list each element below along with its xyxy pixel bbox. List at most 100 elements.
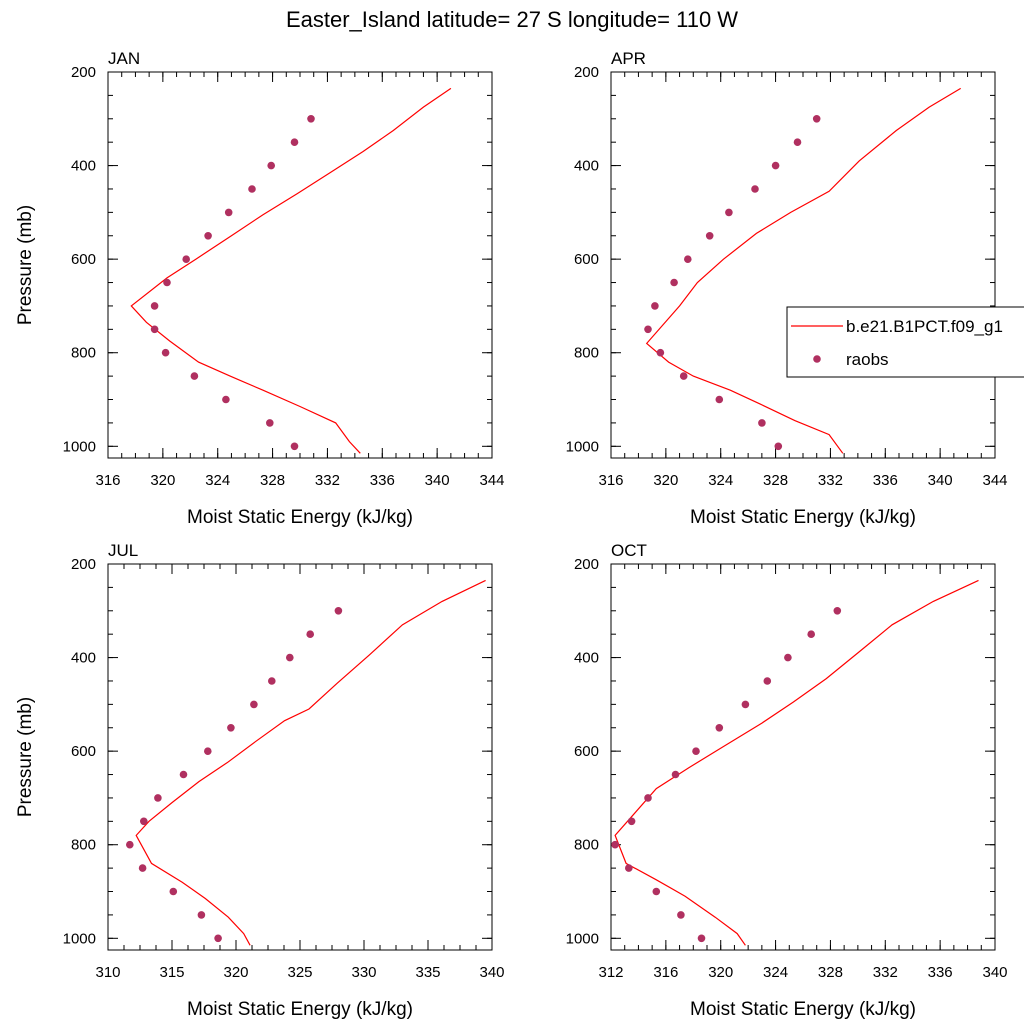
x-tick-label: 316 [95, 472, 120, 489]
raobs-point [679, 372, 688, 380]
x-tick-label: 324 [205, 472, 230, 489]
panel-title: APR [611, 49, 646, 68]
plot-frame [107, 71, 493, 459]
x-tick-label: 320 [708, 964, 733, 981]
x-tick-label: 324 [763, 964, 788, 981]
x-tick-label: 328 [763, 472, 788, 489]
legend: b.e21.B1PCT.f09_g1 raobs [786, 306, 1024, 378]
raobs-point [705, 232, 714, 240]
raobs-point [741, 700, 750, 709]
raobs-point [126, 840, 134, 849]
y-tick-label: 800 [574, 837, 599, 854]
raobs-point [644, 325, 652, 334]
legend-box [786, 306, 1024, 378]
raobs-point [306, 630, 315, 638]
raobs-point [651, 302, 659, 310]
raobs-point [150, 302, 159, 310]
x-tick-label: 328 [818, 964, 843, 981]
raobs-point [677, 911, 685, 919]
raobs-point [197, 911, 206, 919]
raobs-point [725, 208, 733, 217]
panel-apr: APR 316 320 324 328 332 336 340 344 200 400 600 800 1… [566, 49, 1008, 528]
raobs-point [138, 864, 147, 872]
x-tick-label: 340 [928, 472, 953, 489]
raobs-point [268, 677, 276, 685]
raobs-point [793, 138, 802, 146]
raobs-point [697, 934, 706, 943]
raobs-point [204, 232, 212, 240]
raobs-point [286, 653, 294, 662]
raobs-point [204, 747, 212, 755]
x-tick-label: 320 [150, 472, 175, 489]
y-tick-label: 200 [574, 64, 599, 81]
panel-oct: OCT 312 316 320 324 328 332 336 340 200 400 600 800 1… [566, 541, 1008, 1020]
model-profile-line [130, 87, 452, 454]
x-axis-label: Moist Static Energy (kJ/kg) [690, 507, 916, 528]
raobs-point [684, 255, 692, 263]
legend-raobs-label: raobs [846, 350, 889, 369]
x-tick-label: 336 [873, 472, 898, 489]
x-tick-label: 335 [415, 964, 440, 981]
panels: JAN 316 320 324 328 332 336 340 344 200 400 600 800 1… [15, 49, 1008, 1020]
y-tick-label: 200 [574, 556, 599, 573]
plot-frame [107, 563, 493, 951]
x-tick-label: 340 [425, 472, 450, 489]
raobs-point [627, 817, 636, 826]
x-axis-label: Moist Static Energy (kJ/kg) [187, 999, 413, 1020]
y-tick-label: 400 [71, 158, 96, 175]
x-tick-label: 316 [598, 472, 623, 489]
x-tick-label: 328 [260, 472, 285, 489]
x-tick-label: 332 [873, 964, 898, 981]
raobs-point [227, 724, 235, 732]
figure-title: Easter_Island latitude= 27 S longitude= … [286, 7, 738, 32]
raobs-point [179, 770, 188, 779]
raobs-point [224, 208, 233, 217]
raobs-point [652, 887, 661, 896]
x-tick-label: 310 [95, 964, 120, 981]
panel-jan: JAN 316 320 324 328 332 336 340 344 200 400 600 800 1… [15, 49, 505, 528]
raobs-point [812, 115, 821, 123]
x-tick-label: 315 [159, 964, 184, 981]
y-tick-label: 800 [71, 345, 96, 362]
raobs-point [833, 607, 842, 615]
x-tick-label: 336 [370, 472, 395, 489]
raobs-point [250, 700, 258, 709]
x-axis-label: Moist Static Energy (kJ/kg) [187, 507, 413, 528]
y-tick-label: 200 [71, 64, 96, 81]
raobs-point [671, 770, 680, 779]
x-tick-label: 320 [653, 472, 678, 489]
plot-frame [610, 71, 996, 459]
raobs-point [670, 278, 678, 287]
y-tick-label: 800 [71, 837, 96, 854]
raobs-point [266, 419, 274, 427]
y-tick-label: 400 [574, 650, 599, 667]
raobs-point [140, 817, 148, 826]
legend-raobs-marker [813, 355, 821, 363]
raobs-point [290, 442, 299, 451]
x-tick-label: 340 [479, 964, 504, 981]
y-tick-label: 1000 [566, 438, 599, 455]
raobs-point [644, 794, 652, 802]
raobs-point [758, 419, 766, 427]
y-axis-label: Pressure (mb) [15, 205, 36, 325]
raobs-point [656, 348, 665, 357]
raobs-point [715, 395, 724, 404]
x-tick-label: 332 [818, 472, 843, 489]
raobs-point [771, 161, 780, 170]
raobs-point [190, 372, 199, 380]
model-profile-line [135, 579, 486, 946]
panel-title: JUL [108, 541, 138, 560]
x-tick-label: 344 [982, 472, 1007, 489]
raobs-point [625, 864, 633, 872]
raobs-point [774, 442, 783, 451]
raobs-point [611, 840, 619, 849]
y-tick-label: 600 [71, 251, 96, 268]
y-tick-label: 800 [574, 345, 599, 362]
raobs-point [334, 607, 343, 615]
y-tick-label: 1000 [63, 930, 96, 947]
raobs-point [751, 185, 759, 193]
legend-model-label: b.e21.B1PCT.f09_g1 [846, 317, 1003, 336]
raobs-point [222, 395, 230, 404]
raobs-point [161, 348, 170, 357]
